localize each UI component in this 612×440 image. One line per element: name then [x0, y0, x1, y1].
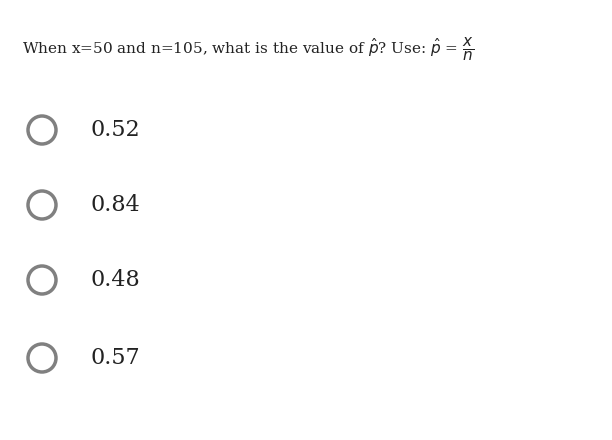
Text: 0.48: 0.48	[90, 269, 140, 291]
Text: When x=50 and n=105, what is the value of $\hat{p}$? Use: $\hat{p}$ = $\dfrac{x}: When x=50 and n=105, what is the value o…	[22, 37, 474, 63]
Text: 0.52: 0.52	[90, 119, 140, 141]
Text: 0.84: 0.84	[90, 194, 140, 216]
Text: 0.57: 0.57	[90, 347, 140, 369]
